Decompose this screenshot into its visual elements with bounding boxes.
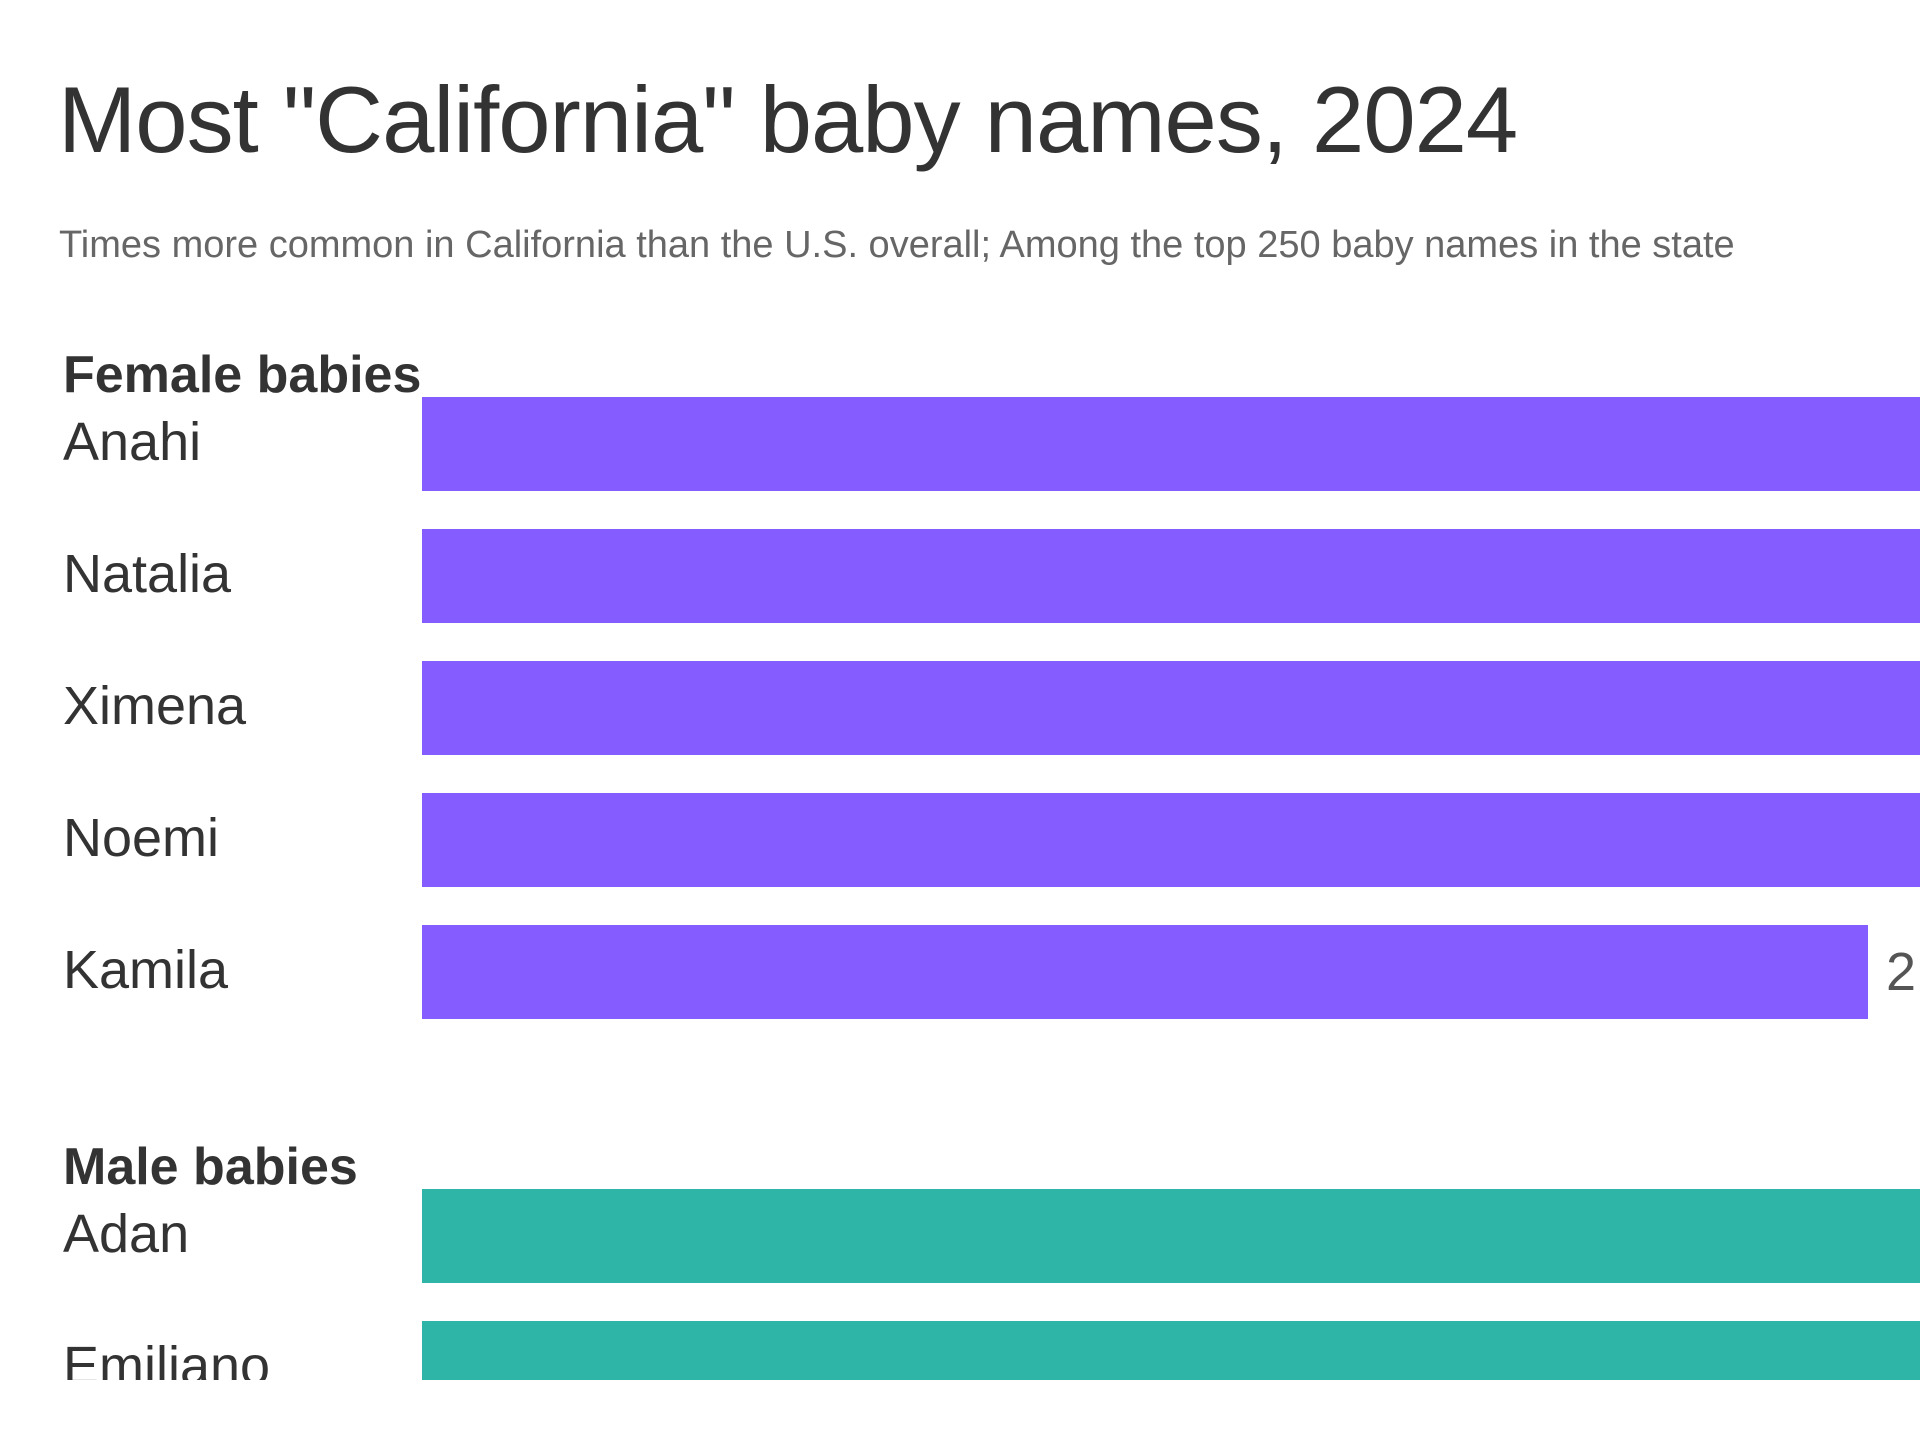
chart-subtitle: Times more common in California than the… — [59, 224, 1735, 266]
bar — [422, 1189, 1920, 1283]
category-label: Natalia — [63, 544, 232, 604]
category-label: Adan — [63, 1204, 190, 1264]
chart-title: Most "California" baby names, 2024 — [58, 67, 1518, 172]
value-label: 2 — [1886, 942, 1917, 1002]
category-label: Anahi — [63, 412, 202, 472]
bar — [422, 397, 1920, 491]
category-label: Kamila — [63, 940, 229, 1000]
bar — [422, 793, 1920, 887]
group-label: Male babies — [63, 1138, 358, 1196]
category-label: Ximena — [63, 676, 247, 736]
chart-bottom-mask — [0, 1380, 1920, 1440]
group-label: Female babies — [63, 346, 422, 404]
category-label: Noemi — [63, 808, 220, 868]
bar — [422, 529, 1920, 623]
bar — [422, 661, 1920, 755]
bar — [422, 925, 1868, 1019]
